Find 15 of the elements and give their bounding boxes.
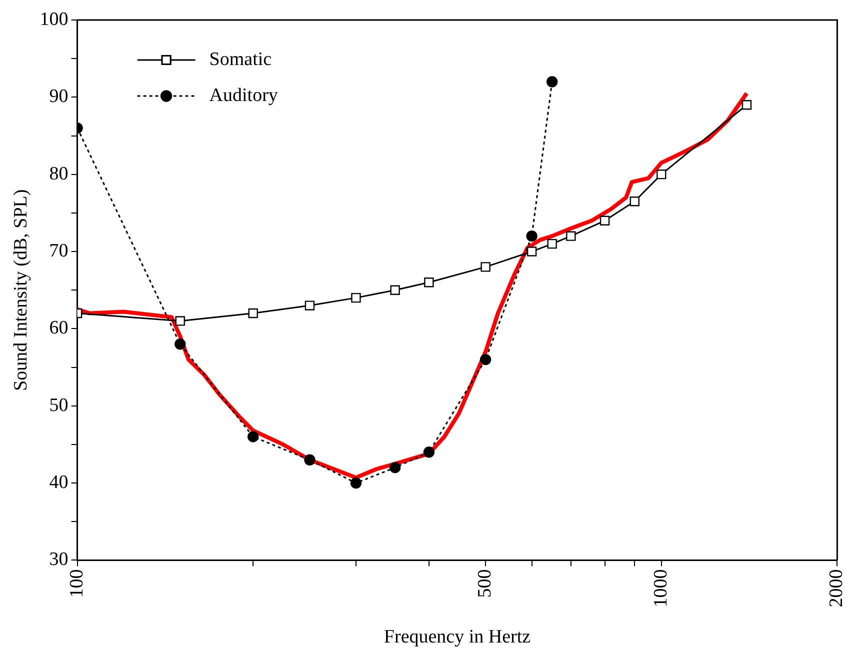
y-tick-label: 30 [49, 549, 68, 570]
x-tick-label: 500 [474, 569, 496, 598]
y-axis-title: Sound Intensity (dB, SPL) [10, 189, 32, 391]
x-tick-label: 2000 [826, 569, 848, 608]
y-tick-label: 60 [49, 318, 68, 339]
y-tick-label: 40 [49, 472, 68, 494]
y-tick-label: 80 [49, 163, 68, 184]
x-tick-label: 1000 [650, 569, 672, 608]
legend-label: Auditory [209, 84, 278, 106]
y-tick-label: 50 [49, 394, 68, 416]
y-tick-label: 90 [49, 86, 68, 108]
y-tick-label: 100 [40, 8, 68, 30]
y-tick-label: 70 [49, 240, 68, 262]
x-axis-title: Frequency in Hertz [384, 626, 531, 648]
legend-label: Somatic [209, 48, 272, 70]
